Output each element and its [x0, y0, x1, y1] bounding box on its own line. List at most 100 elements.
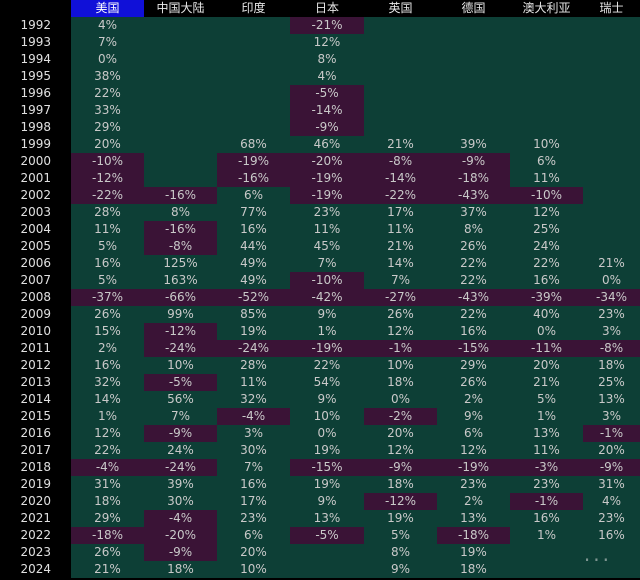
column-header[interactable]: 美国	[71, 0, 144, 17]
return-cell: 9%	[437, 408, 510, 425]
return-cell: 12%	[364, 323, 437, 340]
year-label: 1993	[0, 34, 71, 51]
return-cell: -18%	[437, 170, 510, 187]
return-cell	[583, 187, 640, 204]
return-cell	[583, 221, 640, 238]
return-cell: 13%	[510, 425, 583, 442]
return-cell: 26%	[71, 306, 144, 323]
column-header[interactable]: 印度	[217, 0, 290, 17]
return-cell: 9%	[290, 493, 364, 510]
header-corner	[0, 0, 71, 17]
year-label: 2018	[0, 459, 71, 476]
return-cell: 28%	[71, 204, 144, 221]
return-cell: -8%	[364, 153, 437, 170]
return-cell: 38%	[71, 68, 144, 85]
return-cell: 22%	[510, 255, 583, 272]
year-label: 2005	[0, 238, 71, 255]
return-cell: 8%	[144, 204, 217, 221]
column-header[interactable]: 澳大利亚	[510, 0, 583, 17]
return-cell	[583, 544, 640, 561]
return-cell	[290, 561, 364, 578]
return-cell: 12%	[364, 442, 437, 459]
return-cell: 18%	[71, 493, 144, 510]
column-header[interactable]: 德国	[437, 0, 510, 17]
return-cell: 18%	[437, 561, 510, 578]
return-cell: -52%	[217, 289, 290, 306]
return-cell: 6%	[510, 153, 583, 170]
year-label: 2006	[0, 255, 71, 272]
return-cell: 25%	[583, 374, 640, 391]
return-cell: 8%	[437, 221, 510, 238]
return-cell: 68%	[217, 136, 290, 153]
return-cell	[217, 119, 290, 136]
return-cell	[217, 68, 290, 85]
return-cell	[364, 34, 437, 51]
return-cell: 0%	[290, 425, 364, 442]
return-cell: 17%	[217, 493, 290, 510]
return-cell: 16%	[510, 272, 583, 289]
return-cell: 18%	[364, 476, 437, 493]
return-cell	[583, 204, 640, 221]
return-cell: 5%	[71, 272, 144, 289]
return-cell: 7%	[71, 34, 144, 51]
return-cell: 13%	[437, 510, 510, 527]
return-cell: -43%	[437, 289, 510, 306]
return-cell: -5%	[290, 527, 364, 544]
return-cell: 24%	[144, 442, 217, 459]
return-cell: 11%	[510, 170, 583, 187]
return-cell	[510, 34, 583, 51]
return-cell: 11%	[290, 221, 364, 238]
return-cell: 19%	[217, 323, 290, 340]
return-cell: 31%	[71, 476, 144, 493]
return-cell	[364, 17, 437, 34]
return-cell: 23%	[217, 510, 290, 527]
return-cell: -37%	[71, 289, 144, 306]
return-cell	[437, 34, 510, 51]
return-cell: 2%	[437, 391, 510, 408]
return-cell: -5%	[144, 374, 217, 391]
return-cell: 2%	[71, 340, 144, 357]
column-header[interactable]: 英国	[364, 0, 437, 17]
return-cell	[510, 51, 583, 68]
return-cell: -9%	[144, 425, 217, 442]
return-cell: 85%	[217, 306, 290, 323]
column-header[interactable]: 中国大陆	[144, 0, 217, 17]
return-cell: 22%	[71, 442, 144, 459]
return-cell	[583, 153, 640, 170]
return-cell: 22%	[437, 272, 510, 289]
column-header[interactable]: 日本	[290, 0, 364, 17]
return-cell: 77%	[217, 204, 290, 221]
return-cell: -9%	[583, 459, 640, 476]
return-cell	[437, 85, 510, 102]
return-cell: -20%	[144, 527, 217, 544]
return-cell: 14%	[71, 391, 144, 408]
return-cell	[583, 68, 640, 85]
return-cell: -16%	[144, 187, 217, 204]
return-cell: 29%	[71, 119, 144, 136]
return-cell: 1%	[290, 323, 364, 340]
return-cell	[144, 136, 217, 153]
year-label: 1992	[0, 17, 71, 34]
return-cell	[583, 170, 640, 187]
return-cell	[144, 153, 217, 170]
return-cell: 23%	[290, 204, 364, 221]
return-cell: 24%	[510, 238, 583, 255]
return-cell: 99%	[144, 306, 217, 323]
return-cell	[510, 544, 583, 561]
return-cell	[144, 17, 217, 34]
return-cell: 32%	[217, 391, 290, 408]
column-header[interactable]: 瑞士	[583, 0, 640, 17]
return-cell: 5%	[364, 527, 437, 544]
return-cell: 39%	[144, 476, 217, 493]
return-cell: 54%	[290, 374, 364, 391]
return-cell	[583, 17, 640, 34]
return-cell: 20%	[71, 136, 144, 153]
year-label: 2017	[0, 442, 71, 459]
return-cell: 16%	[583, 527, 640, 544]
return-cell: 7%	[364, 272, 437, 289]
year-label: 2021	[0, 510, 71, 527]
return-cell	[217, 17, 290, 34]
return-cell: -12%	[364, 493, 437, 510]
return-cell	[290, 544, 364, 561]
